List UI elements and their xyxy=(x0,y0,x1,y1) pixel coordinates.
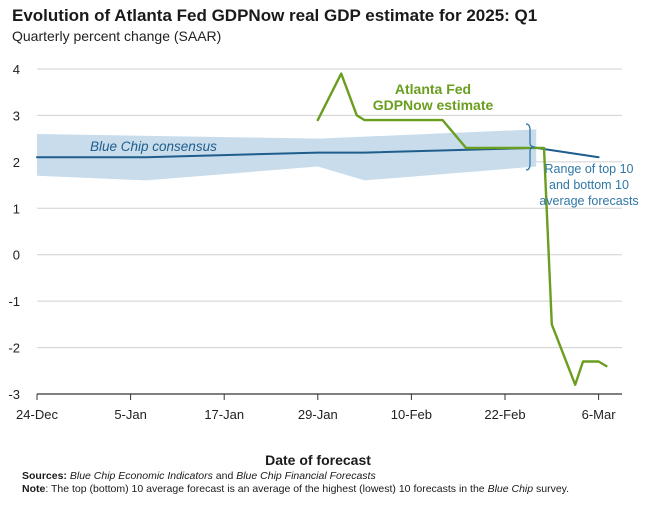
x-tick-label: 29-Jan xyxy=(298,407,338,422)
source-2: Blue Chip Financial Forecasts xyxy=(236,470,376,482)
sources-line: Sources: Blue Chip Economic Indicators a… xyxy=(22,470,632,483)
gdpnow-line xyxy=(316,72,608,386)
chart-title: Evolution of Atlanta Fed GDPNow real GDP… xyxy=(12,6,538,25)
range-label-line2: and bottom 10 xyxy=(549,178,629,192)
note-italic: Blue Chip xyxy=(487,482,534,495)
y-tick-label: 3 xyxy=(13,108,20,123)
sources-label: Sources: xyxy=(22,470,67,482)
y-tick-label: -1 xyxy=(8,294,20,309)
range-label-line3: average forecasts xyxy=(539,194,638,208)
consensus-label: Blue Chip consensus xyxy=(90,139,217,154)
chart: 4 3 2 1 0 -1 -2 -3 24-Dec 5-Jan 17-Jan 29-Jan 10-Feb… xyxy=(8,62,638,468)
x-tick-label: 22-Feb xyxy=(484,407,525,422)
x-tick-label: 6-Mar xyxy=(582,407,617,422)
x-tick-label: 10-Feb xyxy=(391,407,432,422)
gdpnow-label-line1: Atlanta Fed xyxy=(395,81,471,97)
gridlines xyxy=(37,68,622,395)
source-1: Blue Chip Economic Indicators xyxy=(69,470,213,482)
y-tick-label: 4 xyxy=(13,62,20,77)
chart-subtitle: Quarterly percent change (SAAR) xyxy=(12,28,222,44)
note-text: : The top (bottom) 10 average forecast i… xyxy=(45,482,488,495)
y-tick-label: 0 xyxy=(13,248,20,263)
y-tick-label: -3 xyxy=(8,387,20,402)
blue-chip-consensus-line xyxy=(36,146,600,159)
footer-notes: Sources: Blue Chip Economic Indicators a… xyxy=(22,470,632,495)
range-band-area xyxy=(37,129,537,181)
y-tick-label: 2 xyxy=(13,155,20,170)
x-tick-label: 24-Dec xyxy=(16,407,58,422)
range-label-line1: Range of top 10 xyxy=(545,162,634,176)
note-end: survey. xyxy=(533,482,570,495)
x-axis-title: Date of forecast xyxy=(265,452,371,468)
tick-labels: 4 3 2 1 0 -1 -2 -3 24-Dec 5-Jan 17-Jan 29-Jan 10-Feb… xyxy=(8,62,616,422)
series-lines xyxy=(36,72,608,386)
y-tick-label: 1 xyxy=(13,201,20,216)
note-label: Note xyxy=(22,482,46,495)
gdpnow-label-line2: GDPNow estimate xyxy=(373,97,494,113)
range-bracket xyxy=(525,123,536,171)
sources-and: and xyxy=(212,470,237,482)
x-tick-label: 5-Jan xyxy=(114,407,147,422)
x-tick-label: 17-Jan xyxy=(204,407,244,422)
note-line: Note: The top (bottom) 10 average foreca… xyxy=(22,483,632,496)
y-tick-label: -2 xyxy=(8,341,20,356)
forecast-range-band xyxy=(37,129,537,181)
